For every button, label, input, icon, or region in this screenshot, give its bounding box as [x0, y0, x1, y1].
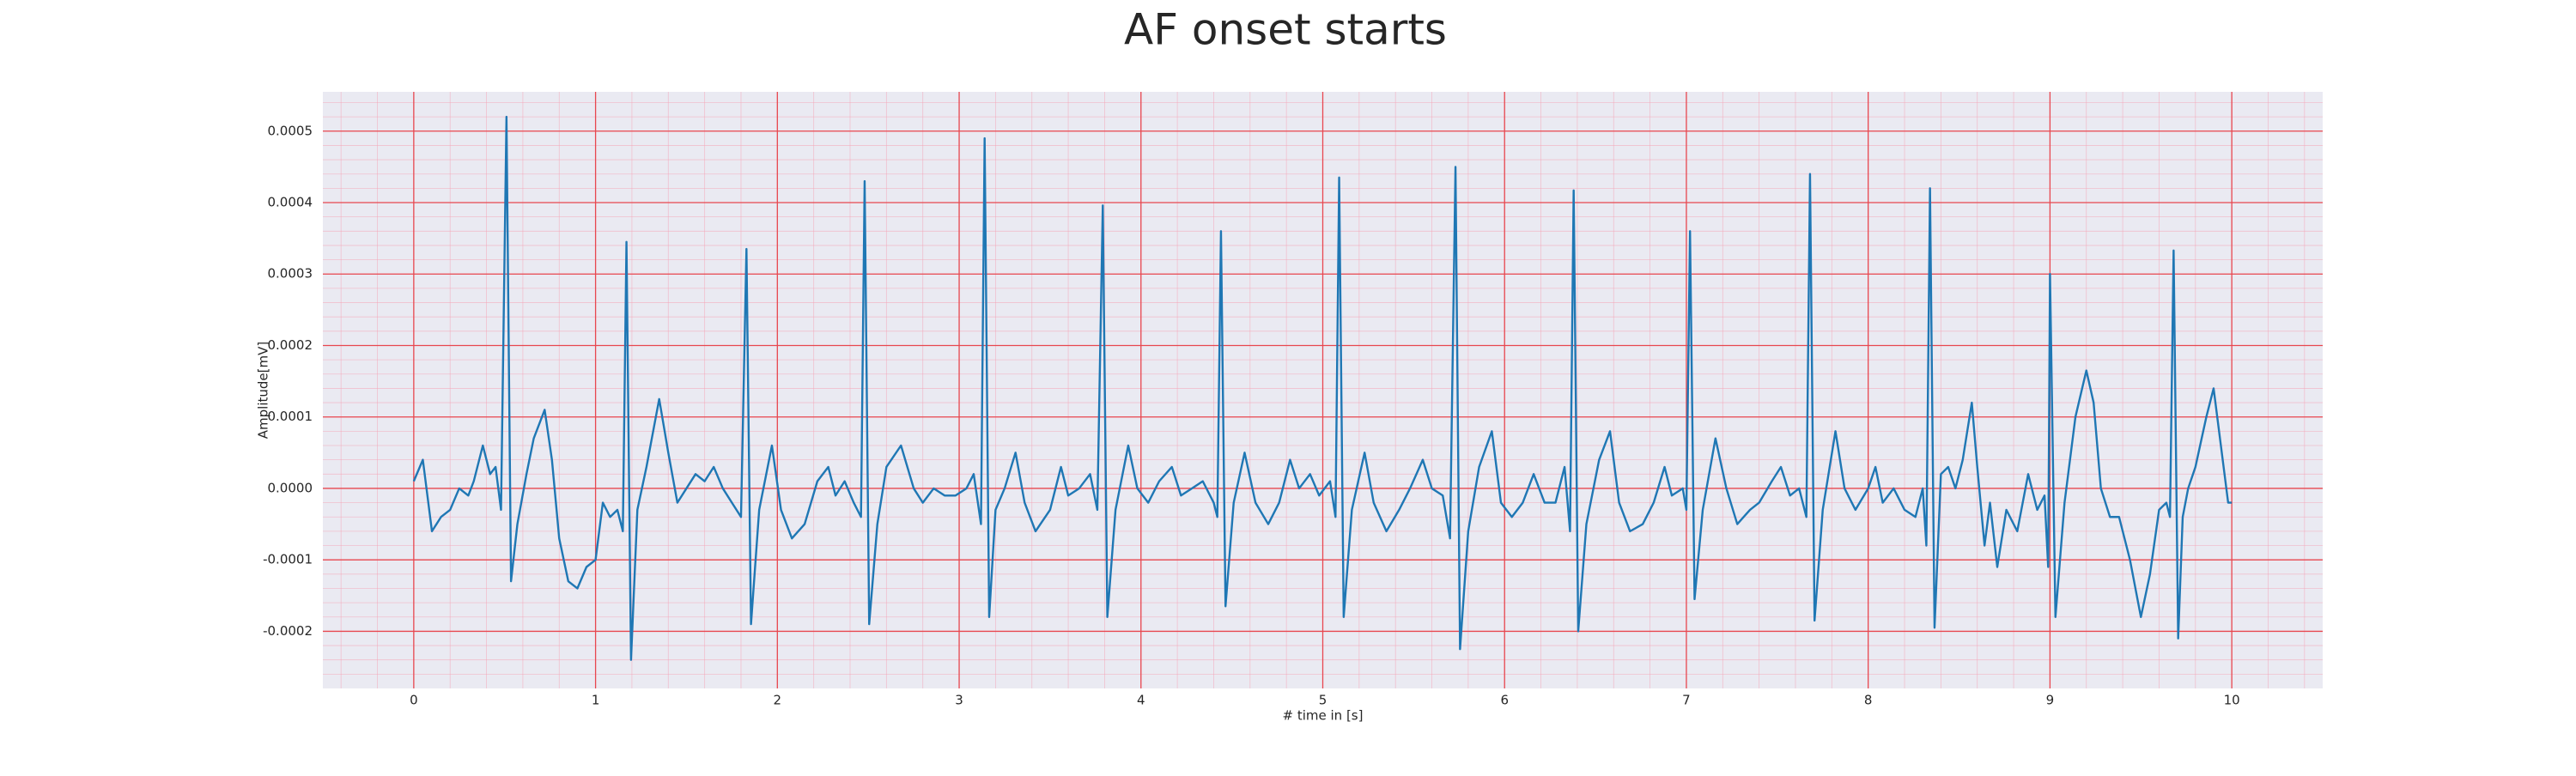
y-axis-label: Amplitude[mV]	[256, 342, 271, 439]
y-tick-label: -0.0001	[263, 552, 313, 567]
x-tick-label: 3	[955, 693, 963, 708]
y-tick-label: 0.0003	[268, 266, 313, 282]
x-tick-label: 1	[592, 693, 600, 708]
y-tick-label: 0.0002	[268, 337, 313, 353]
y-tick-label: 0.0005	[268, 123, 313, 138]
y-tick-label: 0.0000	[268, 480, 313, 495]
x-tick-label: 10	[2224, 693, 2240, 708]
x-axis-label: # time in [s]	[1283, 708, 1364, 724]
x-tick-label: 6	[1500, 693, 1509, 708]
x-tick-label: 0	[410, 693, 418, 708]
y-tick-label: -0.0002	[263, 623, 313, 639]
y-tick-label: 0.0001	[268, 409, 313, 424]
chart-title: AF onset starts	[1124, 5, 1447, 55]
x-tick-label: 5	[1319, 693, 1327, 708]
x-tick-label: 8	[1864, 693, 1873, 708]
x-tick-label: 7	[1682, 693, 1691, 708]
x-tick-label: 4	[1137, 693, 1145, 708]
x-tick-label: 9	[2046, 693, 2055, 708]
ecg-line	[412, 115, 2233, 661]
x-tick-label: 2	[774, 693, 782, 708]
y-tick-label: 0.0004	[268, 195, 313, 210]
